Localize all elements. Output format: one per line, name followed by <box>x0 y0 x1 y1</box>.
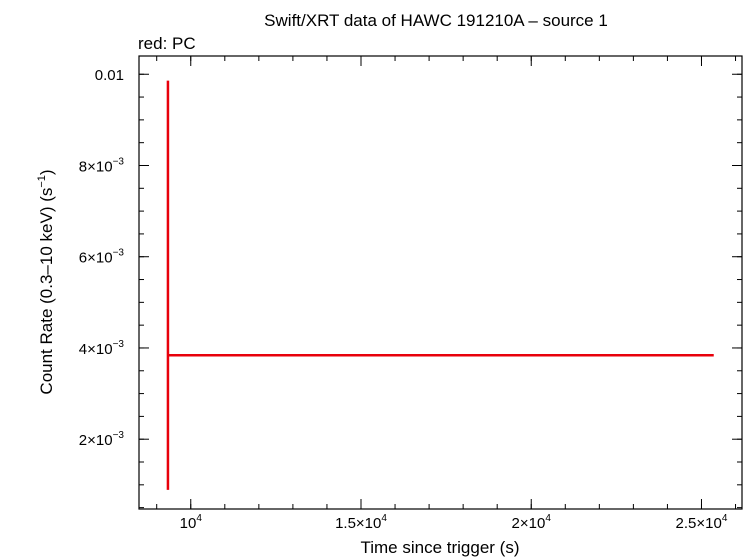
x-tick-label-mantissa: 2.5×10 <box>676 515 722 532</box>
x-tick-label-mantissa: 1.5×10 <box>335 515 381 532</box>
y-tick-label: 4×10−3 <box>79 339 125 358</box>
data-point <box>166 80 714 490</box>
data-points <box>166 80 714 490</box>
y-axis-label: Count Rate (0.3–10 keV) (s−1) <box>36 169 56 394</box>
y-tick-label-exponent: −3 <box>113 430 125 441</box>
x-tick-label: 2.5×104 <box>676 513 728 532</box>
x-tick-label-exponent: 4 <box>196 513 202 524</box>
y-axis-ticks <box>139 73 742 509</box>
chart-title: Swift/XRT data of HAWC 191210A – source … <box>264 11 608 30</box>
x-tick-label: 1.5×104 <box>335 513 387 532</box>
y-axis-tick-labels: 2×10−34×10−36×10−38×10−30.01 <box>79 67 125 449</box>
y-tick-label-exponent: −3 <box>113 248 125 259</box>
y-tick-label: 6×10−3 <box>79 248 125 267</box>
y-tick-label-mantissa: 2×10 <box>79 432 113 449</box>
plot-frame <box>138 55 743 510</box>
x-tick-label-exponent: 4 <box>722 513 728 524</box>
y-axis-label-prefix: Count Rate (0.3–10 keV) (s <box>37 188 56 395</box>
x-tick-label-mantissa: 10 <box>180 515 197 532</box>
x-axis-label: Time since trigger (s) <box>360 538 519 557</box>
y-tick-label-mantissa: 6×10 <box>79 250 113 267</box>
x-tick-label: 2×104 <box>512 513 552 532</box>
y-tick-label-exponent: −3 <box>113 339 125 350</box>
y-axis-label-exponent: −1 <box>36 175 48 188</box>
x-tick-label-mantissa: 2×10 <box>512 515 546 532</box>
x-tick-label-exponent: 4 <box>545 513 551 524</box>
y-axis-label-suffix: ) <box>37 169 56 175</box>
y-tick-label: 8×10−3 <box>79 156 125 175</box>
y-tick-label: 2×10−3 <box>79 430 125 449</box>
y-tick-label-mantissa: 4×10 <box>79 341 113 358</box>
x-axis-ticks <box>156 56 737 509</box>
x-axis-tick-labels: 104 1.5×104 2×104 2.5×104 <box>180 513 728 532</box>
y-tick-label-exponent: −3 <box>113 156 125 167</box>
y-tick-label-mantissa: 8×10 <box>79 158 113 175</box>
y-tick-label: 0.01 <box>95 67 124 84</box>
x-tick-label-exponent: 4 <box>381 513 387 524</box>
x-tick-label: 104 <box>180 513 203 532</box>
chart-subtitle: red: PC <box>138 34 196 53</box>
